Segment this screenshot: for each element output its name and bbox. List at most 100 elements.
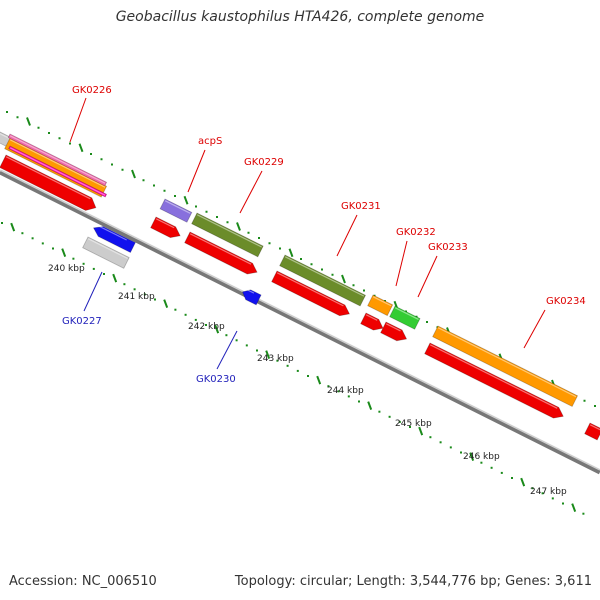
outer-tick-minor	[58, 137, 61, 140]
feature-sheen	[155, 218, 175, 229]
inner-tick-minor	[184, 313, 187, 316]
inner-tick-minor	[103, 273, 105, 275]
feature-body	[424, 342, 564, 419]
feature-sheen	[385, 323, 401, 332]
inner-tick-major	[367, 401, 373, 410]
inner-tick-minor	[358, 400, 360, 403]
gene-label: GK0229	[244, 157, 284, 168]
leader-line	[395, 240, 408, 287]
outer-tick-minor	[6, 111, 8, 113]
inner-tick-minor	[296, 369, 299, 372]
inner-tick-minor	[92, 267, 95, 270]
inner-tick-major	[520, 477, 526, 487]
outer-tick-minor	[279, 247, 281, 250]
outer-tick-minor	[100, 158, 103, 161]
feature-sheen	[372, 296, 392, 307]
feature-body	[367, 294, 394, 317]
outer-tick-minor	[205, 210, 208, 213]
inner-tick-minor	[409, 426, 411, 428]
inner-tick-major	[265, 350, 271, 359]
inner-tick-major	[112, 273, 118, 283]
feature-arrow	[389, 305, 421, 330]
outer-tick-minor	[373, 294, 376, 297]
outer-tick-major	[183, 195, 189, 205]
outer-tick-major	[236, 222, 241, 231]
feature-sheen	[9, 147, 106, 196]
outer-tick-minor	[258, 237, 260, 239]
feature-sheen	[244, 288, 255, 294]
outer-tick-minor	[415, 315, 418, 318]
outer-tick-minor	[216, 216, 218, 218]
inner-tick-minor	[388, 415, 391, 418]
feature-arrow	[7, 133, 108, 187]
inner-tick-minor	[327, 385, 330, 388]
feature-sheen	[5, 156, 91, 200]
inner-tick-minor	[174, 308, 177, 311]
feature-sheen	[196, 214, 262, 248]
outer-tick-minor	[247, 231, 250, 234]
inner-tick-minor	[439, 441, 442, 444]
feature-sheen	[0, 131, 11, 140]
feature-arrow	[82, 236, 130, 269]
inner-tick-minor	[205, 324, 207, 326]
feature-sheen	[9, 139, 106, 188]
inner-tick-minor	[143, 293, 146, 296]
feature-sheen	[9, 135, 106, 184]
scale-label: 244 kbp	[327, 386, 364, 396]
feature-body	[360, 312, 384, 331]
genome-backbone-highlight	[0, 169, 600, 471]
leader-line	[239, 170, 263, 214]
feature-sheen	[164, 200, 191, 214]
outer-tick-minor	[48, 132, 50, 134]
outer-tick-major	[131, 169, 136, 179]
feature-body	[82, 236, 130, 269]
inner-tick-minor	[429, 436, 432, 439]
inner-tick-minor	[500, 471, 503, 474]
accession-text: Accession: NC_006510	[9, 574, 157, 589]
inner-tick-minor	[337, 390, 340, 393]
feature-body	[92, 226, 136, 254]
outer-tick-minor	[226, 221, 229, 224]
feature-arrow	[279, 254, 367, 307]
outer-tick-minor	[121, 168, 124, 171]
outer-tick-minor	[310, 263, 313, 266]
inner-tick-minor	[398, 420, 401, 423]
outer-tick-minor	[594, 405, 596, 407]
feature-body	[279, 254, 367, 307]
inner-tick-major	[10, 222, 16, 232]
leader-line	[523, 309, 546, 349]
outer-tick-minor	[195, 205, 197, 208]
inner-tick-minor	[41, 242, 44, 245]
inner-tick-major	[316, 375, 322, 385]
feature-body	[150, 216, 181, 238]
genome-backbone	[0, 169, 600, 475]
feature-sheen	[87, 238, 128, 260]
inner-tick-ring	[1, 222, 585, 515]
inner-tick-minor	[245, 344, 248, 347]
outer-tick-minor	[153, 184, 155, 187]
outer-tick-minor	[405, 310, 407, 313]
gene-label: GK0230	[196, 374, 236, 385]
feature-body	[8, 145, 108, 198]
inner-tick-minor	[154, 298, 156, 301]
scale-label: 240 kbp	[48, 264, 85, 274]
scale-label: 242 kbp	[188, 322, 225, 332]
outer-tick-minor	[583, 399, 586, 402]
feature-arrow	[367, 294, 394, 317]
feature-arrow	[424, 342, 564, 419]
inner-tick-minor	[256, 349, 258, 352]
gene-label: GK0231	[341, 201, 381, 212]
outer-tick-major	[78, 143, 84, 153]
feature-arrow	[0, 154, 97, 211]
inner-tick-minor	[551, 497, 554, 500]
feature-sheen	[189, 233, 252, 265]
feature-sheen	[95, 224, 127, 241]
feature-arrow	[150, 216, 181, 238]
outer-tick-minor	[384, 300, 386, 302]
gene-label: GK0234	[546, 296, 586, 307]
scale-label: 247 kbp	[530, 487, 567, 497]
inner-tick-minor	[378, 410, 381, 413]
inner-tick-minor	[307, 375, 309, 377]
feature-arrow	[380, 321, 408, 342]
inner-tick-minor	[1, 222, 3, 224]
